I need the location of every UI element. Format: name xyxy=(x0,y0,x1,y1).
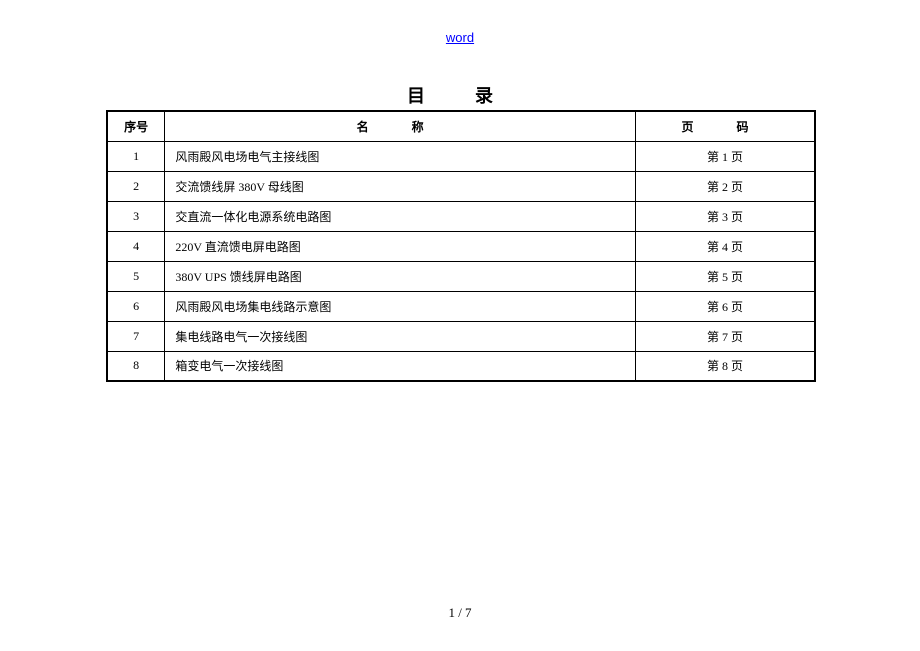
title-char2: 录 xyxy=(475,86,513,106)
header-link[interactable]: word xyxy=(446,30,474,45)
table-row: 7 集电线路电气一次接线图 第 7 页 xyxy=(107,321,815,351)
cell-name: 220V 直流馈电屏电路图 xyxy=(165,231,636,261)
cell-name: 风雨殿风电场电气主接线图 xyxy=(165,141,636,171)
header-seq: 序号 xyxy=(107,111,165,141)
cell-name: 风雨殿风电场集电线路示意图 xyxy=(165,291,636,321)
cell-name: 交直流一体化电源系统电路图 xyxy=(165,201,636,231)
cell-seq: 3 xyxy=(107,201,165,231)
cell-seq: 2 xyxy=(107,171,165,201)
cell-seq: 7 xyxy=(107,321,165,351)
table-row: 3 交直流一体化电源系统电路图 第 3 页 xyxy=(107,201,815,231)
cell-page: 第 6 页 xyxy=(635,291,815,321)
header-name: 名 称 xyxy=(165,111,636,141)
cell-page: 第 1 页 xyxy=(635,141,815,171)
table-row: 5 380V UPS 馈线屏电路图 第 5 页 xyxy=(107,261,815,291)
title-char1: 目 xyxy=(407,86,445,106)
cell-seq: 5 xyxy=(107,261,165,291)
cell-page: 第 8 页 xyxy=(635,351,815,381)
cell-page: 第 7 页 xyxy=(635,321,815,351)
table-row: 4 220V 直流馈电屏电路图 第 4 页 xyxy=(107,231,815,261)
cell-name: 380V UPS 馈线屏电路图 xyxy=(165,261,636,291)
cell-page: 第 5 页 xyxy=(635,261,815,291)
cell-page: 第 4 页 xyxy=(635,231,815,261)
table-row: 6 风雨殿风电场集电线路示意图 第 6 页 xyxy=(107,291,815,321)
cell-name: 箱变电气一次接线图 xyxy=(165,351,636,381)
cell-seq: 4 xyxy=(107,231,165,261)
table-header-row: 序号 名 称 页 码 xyxy=(107,111,815,141)
page-title: 目录 xyxy=(407,82,513,108)
page-footer: 1 / 7 xyxy=(448,605,471,621)
cell-name: 交流馈线屏 380V 母线图 xyxy=(165,171,636,201)
header-page: 页 码 xyxy=(635,111,815,141)
cell-page: 第 3 页 xyxy=(635,201,815,231)
cell-page: 第 2 页 xyxy=(635,171,815,201)
table-row: 1 风雨殿风电场电气主接线图 第 1 页 xyxy=(107,141,815,171)
table-body: 1 风雨殿风电场电气主接线图 第 1 页 2 交流馈线屏 380V 母线图 第 … xyxy=(107,141,815,381)
table-row: 2 交流馈线屏 380V 母线图 第 2 页 xyxy=(107,171,815,201)
table-row: 8 箱变电气一次接线图 第 8 页 xyxy=(107,351,815,381)
toc-table-container: 序号 名 称 页 码 1 风雨殿风电场电气主接线图 第 1 页 2 交流馈线屏 … xyxy=(106,110,816,382)
cell-seq: 8 xyxy=(107,351,165,381)
cell-name: 集电线路电气一次接线图 xyxy=(165,321,636,351)
cell-seq: 1 xyxy=(107,141,165,171)
toc-table: 序号 名 称 页 码 1 风雨殿风电场电气主接线图 第 1 页 2 交流馈线屏 … xyxy=(106,110,816,382)
cell-seq: 6 xyxy=(107,291,165,321)
